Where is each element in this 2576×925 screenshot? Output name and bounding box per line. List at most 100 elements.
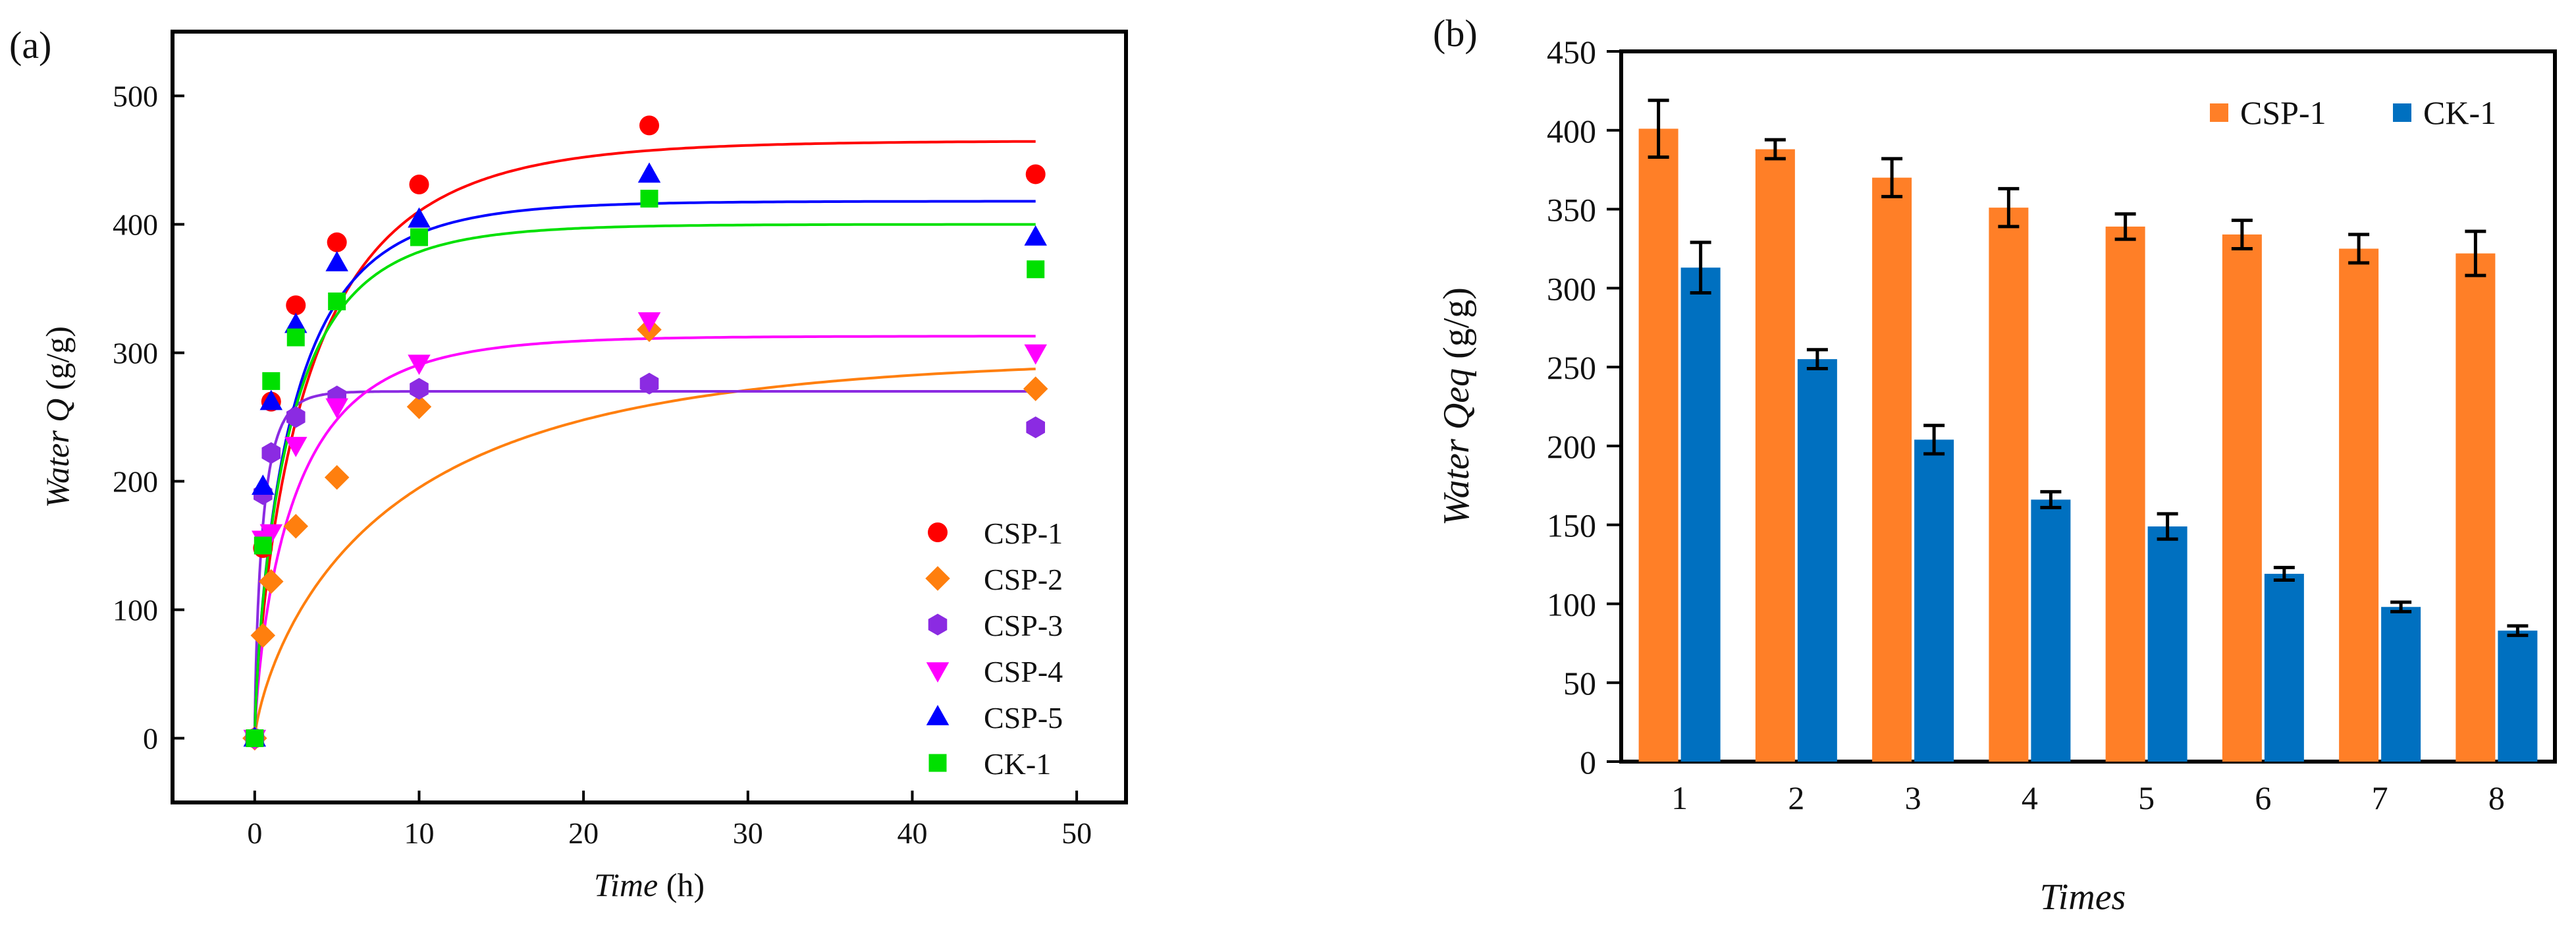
data-point-CK-1: [328, 293, 346, 310]
x-tick-label: 30: [733, 816, 763, 850]
data-point-CSP-4: [325, 398, 348, 419]
bar-CK-1: [2381, 607, 2421, 762]
data-point-CSP-4: [1024, 344, 1047, 365]
y-tick-label: 350: [1547, 192, 1596, 229]
data-point-CK-1: [246, 729, 264, 747]
data-point-CSP-1: [1025, 164, 1046, 184]
data-point-CK-1: [286, 328, 305, 347]
data-point-CSP-2: [406, 394, 432, 420]
legend-swatch-CK-1: [2393, 103, 2411, 122]
panel-b-label: (b): [1433, 12, 1478, 55]
x-tick-label: 50: [1061, 816, 1092, 850]
panel-b-legend: CSP-1 CK-1: [2210, 94, 2496, 131]
y-tick-label: 250: [1547, 349, 1596, 386]
x-tick-label: 8: [2488, 779, 2505, 816]
legend-marker-CSP-5: [926, 705, 950, 725]
x-tick-label: 2: [1788, 779, 1804, 816]
bar-CK-1: [2264, 573, 2304, 762]
panel-a-points: [242, 115, 1048, 751]
bar-CK-1: [2498, 631, 2538, 762]
data-point-CK-1: [640, 190, 658, 208]
x-tick-label: 20: [568, 816, 599, 850]
data-point-CK-1: [1027, 260, 1045, 279]
legend-label: CSP-3: [984, 609, 1063, 642]
data-point-CSP-4: [284, 437, 308, 457]
y-tick-label: 0: [1580, 744, 1596, 781]
y-tick-label: 450: [1547, 34, 1596, 70]
legend-label: CSP-5: [984, 701, 1063, 735]
panel-b-axes: 0 50 100 150 200 250 300 350 400 450 1 2 3 4 5 6 7 8: [1547, 34, 2505, 816]
panel-b-bars: [1638, 98, 2538, 762]
data-point-CSP-3: [410, 378, 429, 400]
data-point-CSP-2: [250, 623, 276, 648]
data-point-CSP-1: [639, 115, 659, 136]
x-tick-label: 7: [2372, 779, 2388, 816]
panel-a-x-title-italic: Time: [594, 866, 658, 903]
y-tick-label: 500: [113, 80, 158, 113]
panel-a-label: (a): [9, 24, 51, 67]
fit-curve-CSP-1: [253, 140, 1036, 739]
x-tick-label: 3: [1905, 779, 1921, 816]
data-point-CSP-1: [286, 295, 306, 316]
bar-CSP-1: [2105, 226, 2145, 762]
data-point-CSP-3: [261, 442, 281, 464]
panel-b-x-axis-title: Times: [2040, 877, 2126, 918]
panel-a-x-axis-title: Time (h): [594, 866, 705, 903]
data-point-CSP-4: [408, 354, 431, 376]
data-point-CK-1: [410, 228, 428, 246]
legend-marker-CSP-3: [928, 613, 948, 636]
data-point-CSP-5: [1024, 225, 1047, 246]
y-tick-label: 100: [113, 594, 158, 627]
fit-curve-CSP-2: [253, 368, 1036, 739]
legend-marker-CSP-2: [925, 566, 950, 591]
panel-b-y-axis-title: Water Qeq (g/g): [1436, 287, 1477, 526]
panel-b-y-title-italic: Water Qeq: [1436, 368, 1477, 526]
bar-CK-1: [1914, 439, 1954, 762]
x-tick-label: 4: [2022, 779, 2038, 816]
y-tick-label: 400: [113, 208, 158, 242]
legend-swatch-CSP-1: [2210, 103, 2228, 122]
x-tick-label: 6: [2255, 779, 2271, 816]
legend-marker-CK-1: [928, 754, 947, 772]
y-tick-label: 100: [1547, 586, 1596, 623]
panel-a-y-axis-title: Water Q (g/g): [39, 326, 76, 508]
y-tick-label: 50: [1563, 665, 1596, 702]
panel-a-frame: [171, 30, 1128, 804]
y-tick-label: 300: [1547, 270, 1596, 307]
data-point-CSP-2: [259, 569, 284, 594]
bar-CK-1: [2031, 499, 2071, 762]
data-point-CSP-2: [283, 514, 308, 539]
bar-CSP-1: [2339, 248, 2379, 762]
legend-marker-CSP-1: [928, 522, 948, 542]
fit-curve-CSP-5: [253, 200, 1036, 739]
bar-CSP-1: [1638, 128, 1678, 762]
data-point-CK-1: [254, 536, 272, 555]
fit-curve-CSP-4: [253, 335, 1036, 739]
legend-marker-CSP-4: [926, 662, 950, 683]
legend-label: CSP-4: [984, 655, 1063, 688]
bar-CSP-1: [1872, 177, 1912, 762]
data-point-CK-1: [262, 372, 281, 390]
data-point-CSP-1: [409, 175, 429, 195]
legend-label: CSP-2: [984, 563, 1063, 596]
legend-label: CSP-1: [2240, 94, 2326, 131]
data-point-CSP-2: [1023, 376, 1048, 401]
x-tick-label: 10: [404, 816, 434, 850]
data-point-CSP-3: [1026, 416, 1045, 439]
bar-CK-1: [2147, 526, 2187, 762]
panel-a-legend: CSP-1 CSP-2 CSP-3 CSP-4 CSP-5 CK-1: [925, 517, 1063, 781]
x-tick-label: 5: [2138, 779, 2155, 816]
fit-curve-CSP-3: [253, 390, 1036, 739]
data-point-CSP-4: [259, 524, 283, 545]
data-point-CSP-3: [286, 406, 306, 428]
panel-b-frame: [1619, 49, 2557, 764]
x-tick-label: 1: [1671, 779, 1688, 816]
bar-CSP-1: [1755, 149, 1795, 762]
x-tick-label: 0: [247, 816, 262, 850]
data-point-CSP-5: [284, 312, 308, 333]
fit-curve-CK-1: [253, 223, 1036, 739]
y-tick-label: 300: [113, 337, 158, 370]
